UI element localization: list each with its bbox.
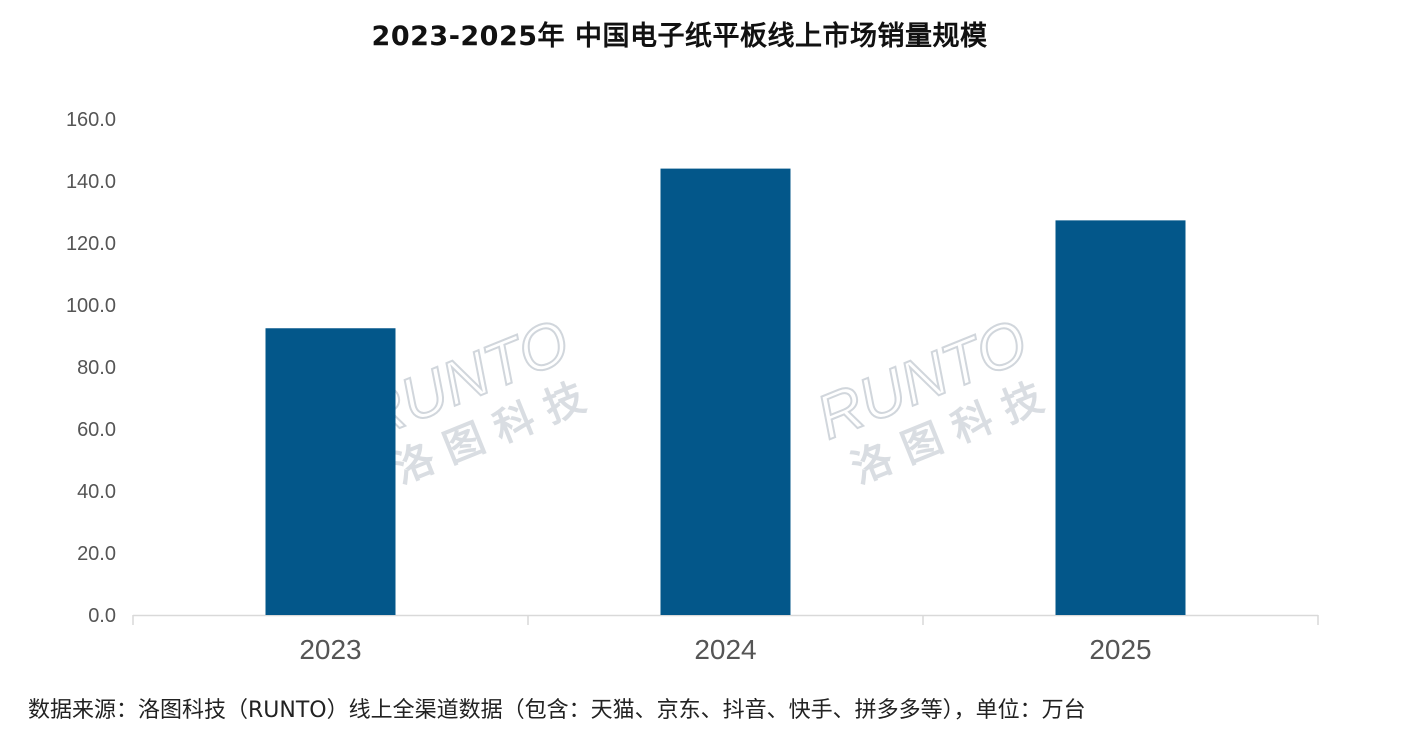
x-tick-label: 2024 [694, 634, 756, 665]
y-tick-label: 40.0 [77, 481, 116, 503]
y-tick-label: 0.0 [88, 605, 116, 627]
bar-2024 [660, 168, 791, 615]
y-tick-label: 100.0 [66, 295, 116, 317]
source-note: 数据来源：洛图科技（RUNTO）线上全渠道数据（包含：天猫、京东、抖音、快手、拼… [28, 698, 1086, 723]
bar-2023 [265, 328, 396, 615]
x-tick-label: 2023 [299, 634, 361, 665]
chart-title: 2023-2025年 中国电子纸平板线上市场销量规模 [371, 21, 988, 52]
y-tick-label: 80.0 [77, 357, 116, 379]
x-tick-label: 2025 [1089, 634, 1151, 665]
y-axis: 0.0 20.0 40.0 60.0 80.0 100.0 120.0 140.0 160.0 [66, 109, 116, 627]
x-axis: 2023 2024 2025 [132, 615, 1319, 665]
y-tick-label: 120.0 [66, 233, 116, 255]
bars-group [265, 168, 1186, 615]
y-tick-label: 140.0 [66, 171, 116, 193]
y-tick-label: 160.0 [66, 109, 116, 131]
y-tick-label: 20.0 [77, 543, 116, 565]
bar-2025 [1055, 220, 1186, 615]
y-tick-label: 60.0 [77, 419, 116, 441]
